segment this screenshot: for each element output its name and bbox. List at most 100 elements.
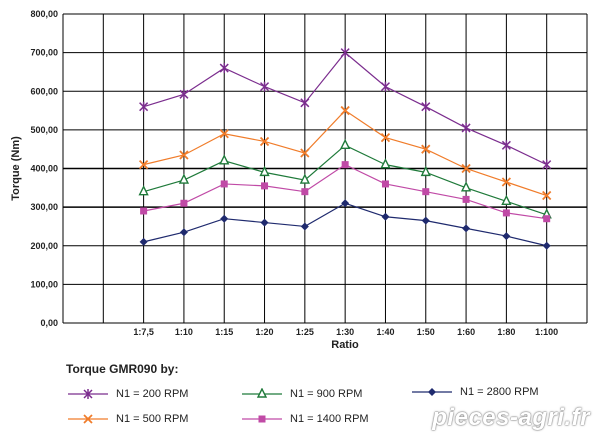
series-1900-rpm	[138, 138, 552, 219]
data-point	[380, 132, 391, 143]
legend-label-1400-rpm: N1 = 1400 RPM	[290, 413, 369, 425]
x-tick-label: 1:25	[296, 327, 314, 337]
legend-item-2800-rpm: N1 = 2800 RPM	[410, 384, 539, 400]
y-tick-label: 100,00	[30, 279, 58, 289]
x-tick-label: 1:15	[215, 327, 233, 337]
legend-marker	[256, 388, 268, 398]
series-1200-rpm	[139, 47, 552, 170]
legend-label-2800-rpm: N1 = 2800 RPM	[460, 386, 539, 398]
data-point	[180, 199, 188, 207]
data-point	[179, 228, 188, 237]
legend-swatch-200-rpm	[68, 389, 108, 399]
data-point	[259, 136, 270, 147]
legend-swatch-2800-rpm	[412, 388, 452, 396]
data-point	[140, 207, 148, 215]
data-point	[460, 181, 472, 192]
data-point	[461, 163, 471, 174]
data-point	[219, 154, 230, 165]
x-tick-label: 1:80	[497, 327, 515, 337]
y-tick-label: 500,00	[30, 125, 58, 135]
data-point	[421, 144, 431, 154]
legend-title: Torque GMR090 by:	[66, 362, 179, 376]
x-tick-label: 1:7,5	[133, 327, 154, 337]
data-point	[543, 215, 551, 223]
data-point	[178, 173, 190, 184]
y-tick-label: 700,00	[30, 48, 58, 58]
series-12800-rpm	[139, 199, 551, 250]
y-tick-labels: 0,00 100,00 200,00 300,00 400,00 500,00 600,00…	[30, 9, 58, 328]
legend-marker	[83, 414, 93, 424]
y-tick-label: 600,00	[30, 86, 58, 96]
data-point	[542, 159, 552, 170]
series-lines	[138, 47, 552, 250]
x-tick-labels: 1:7,5 1:10 1:15 1:20 1:25 1:30 1:40 1:50 1:60 1:8…	[133, 327, 558, 337]
legend-swatch-1400-rpm	[242, 415, 282, 423]
data-point	[139, 237, 148, 246]
data-point	[501, 140, 511, 151]
legend-item-1400-rpm: N1 = 1400 RPM	[240, 411, 369, 427]
data-point	[260, 218, 269, 227]
data-point	[219, 63, 229, 74]
data-point	[502, 209, 510, 217]
data-point	[501, 177, 512, 187]
data-point	[381, 180, 389, 188]
data-point	[501, 194, 512, 206]
data-point	[139, 101, 149, 112]
data-point	[340, 47, 350, 58]
data-point	[380, 158, 391, 169]
data-point	[138, 185, 149, 196]
data-point	[220, 180, 228, 188]
legend-marker	[428, 388, 436, 396]
legend-swatch-900-rpm	[242, 388, 282, 398]
data-point	[300, 97, 310, 108]
data-point	[179, 89, 189, 100]
data-point	[380, 81, 390, 92]
watermark-text: pieces-agri.fr	[432, 404, 590, 431]
data-point	[542, 190, 552, 201]
y-tick-label: 0,00	[40, 318, 58, 328]
legend-item-200-rpm: N1 = 200 RPM	[66, 386, 188, 402]
x-tick-label: 1:10	[175, 327, 193, 337]
legend-label-200-rpm: N1 = 200 RPM	[116, 388, 189, 400]
data-point	[422, 188, 430, 196]
data-point	[502, 232, 511, 241]
legend-label-900-rpm: N1 = 900 RPM	[290, 388, 363, 400]
x-tick-label: 1:60	[457, 327, 475, 337]
data-point	[300, 222, 309, 231]
x-tick-label: 1:20	[256, 327, 274, 337]
data-point	[299, 173, 310, 184]
data-point	[179, 150, 189, 160]
y-tick-label: 400,00	[30, 164, 58, 174]
data-point	[462, 195, 470, 203]
series-11400-rpm	[140, 161, 551, 223]
torque-chart: 0,00 100,00 200,00 300,00 400,00 500,00 600,00…	[10, 9, 588, 351]
data-point	[301, 188, 309, 196]
data-point	[138, 160, 149, 170]
data-point	[341, 161, 349, 169]
data-point	[340, 105, 350, 116]
legend-item-500-rpm: N1 = 500 RPM	[66, 411, 188, 427]
data-point	[462, 224, 471, 233]
y-axis-title: Torque (Nm)	[10, 136, 22, 201]
legend-marker	[83, 389, 93, 399]
y-tick-label: 300,00	[30, 202, 58, 212]
data-point	[421, 216, 430, 225]
data-point	[340, 138, 351, 150]
x-axis-title: Ratio	[331, 339, 359, 351]
grid	[62, 13, 588, 324]
data-point	[461, 122, 471, 133]
data-point	[381, 212, 390, 221]
data-point	[259, 165, 270, 177]
data-point	[421, 101, 431, 112]
x-tick-label: 1:100	[535, 327, 558, 337]
data-point	[220, 214, 229, 223]
y-tick-label: 800,00	[30, 9, 58, 19]
data-point	[219, 129, 229, 139]
data-point	[260, 81, 270, 92]
legend-marker	[258, 415, 266, 423]
data-point	[542, 241, 551, 250]
data-point	[300, 148, 310, 158]
legend-label-500-rpm: N1 = 500 RPM	[116, 413, 189, 425]
data-point	[420, 165, 431, 177]
data-point	[341, 199, 350, 208]
